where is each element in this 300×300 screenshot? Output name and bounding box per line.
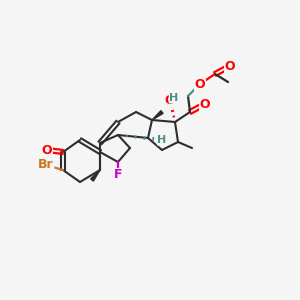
Text: O: O — [42, 143, 52, 157]
Text: Br: Br — [38, 158, 54, 172]
Polygon shape — [152, 111, 163, 120]
Text: H: H — [158, 135, 166, 145]
Polygon shape — [91, 170, 100, 181]
Text: H: H — [169, 93, 178, 103]
Text: O: O — [195, 77, 205, 91]
Text: F: F — [114, 169, 122, 182]
Text: O: O — [165, 94, 175, 106]
Text: O: O — [200, 98, 210, 110]
Text: O: O — [225, 59, 235, 73]
